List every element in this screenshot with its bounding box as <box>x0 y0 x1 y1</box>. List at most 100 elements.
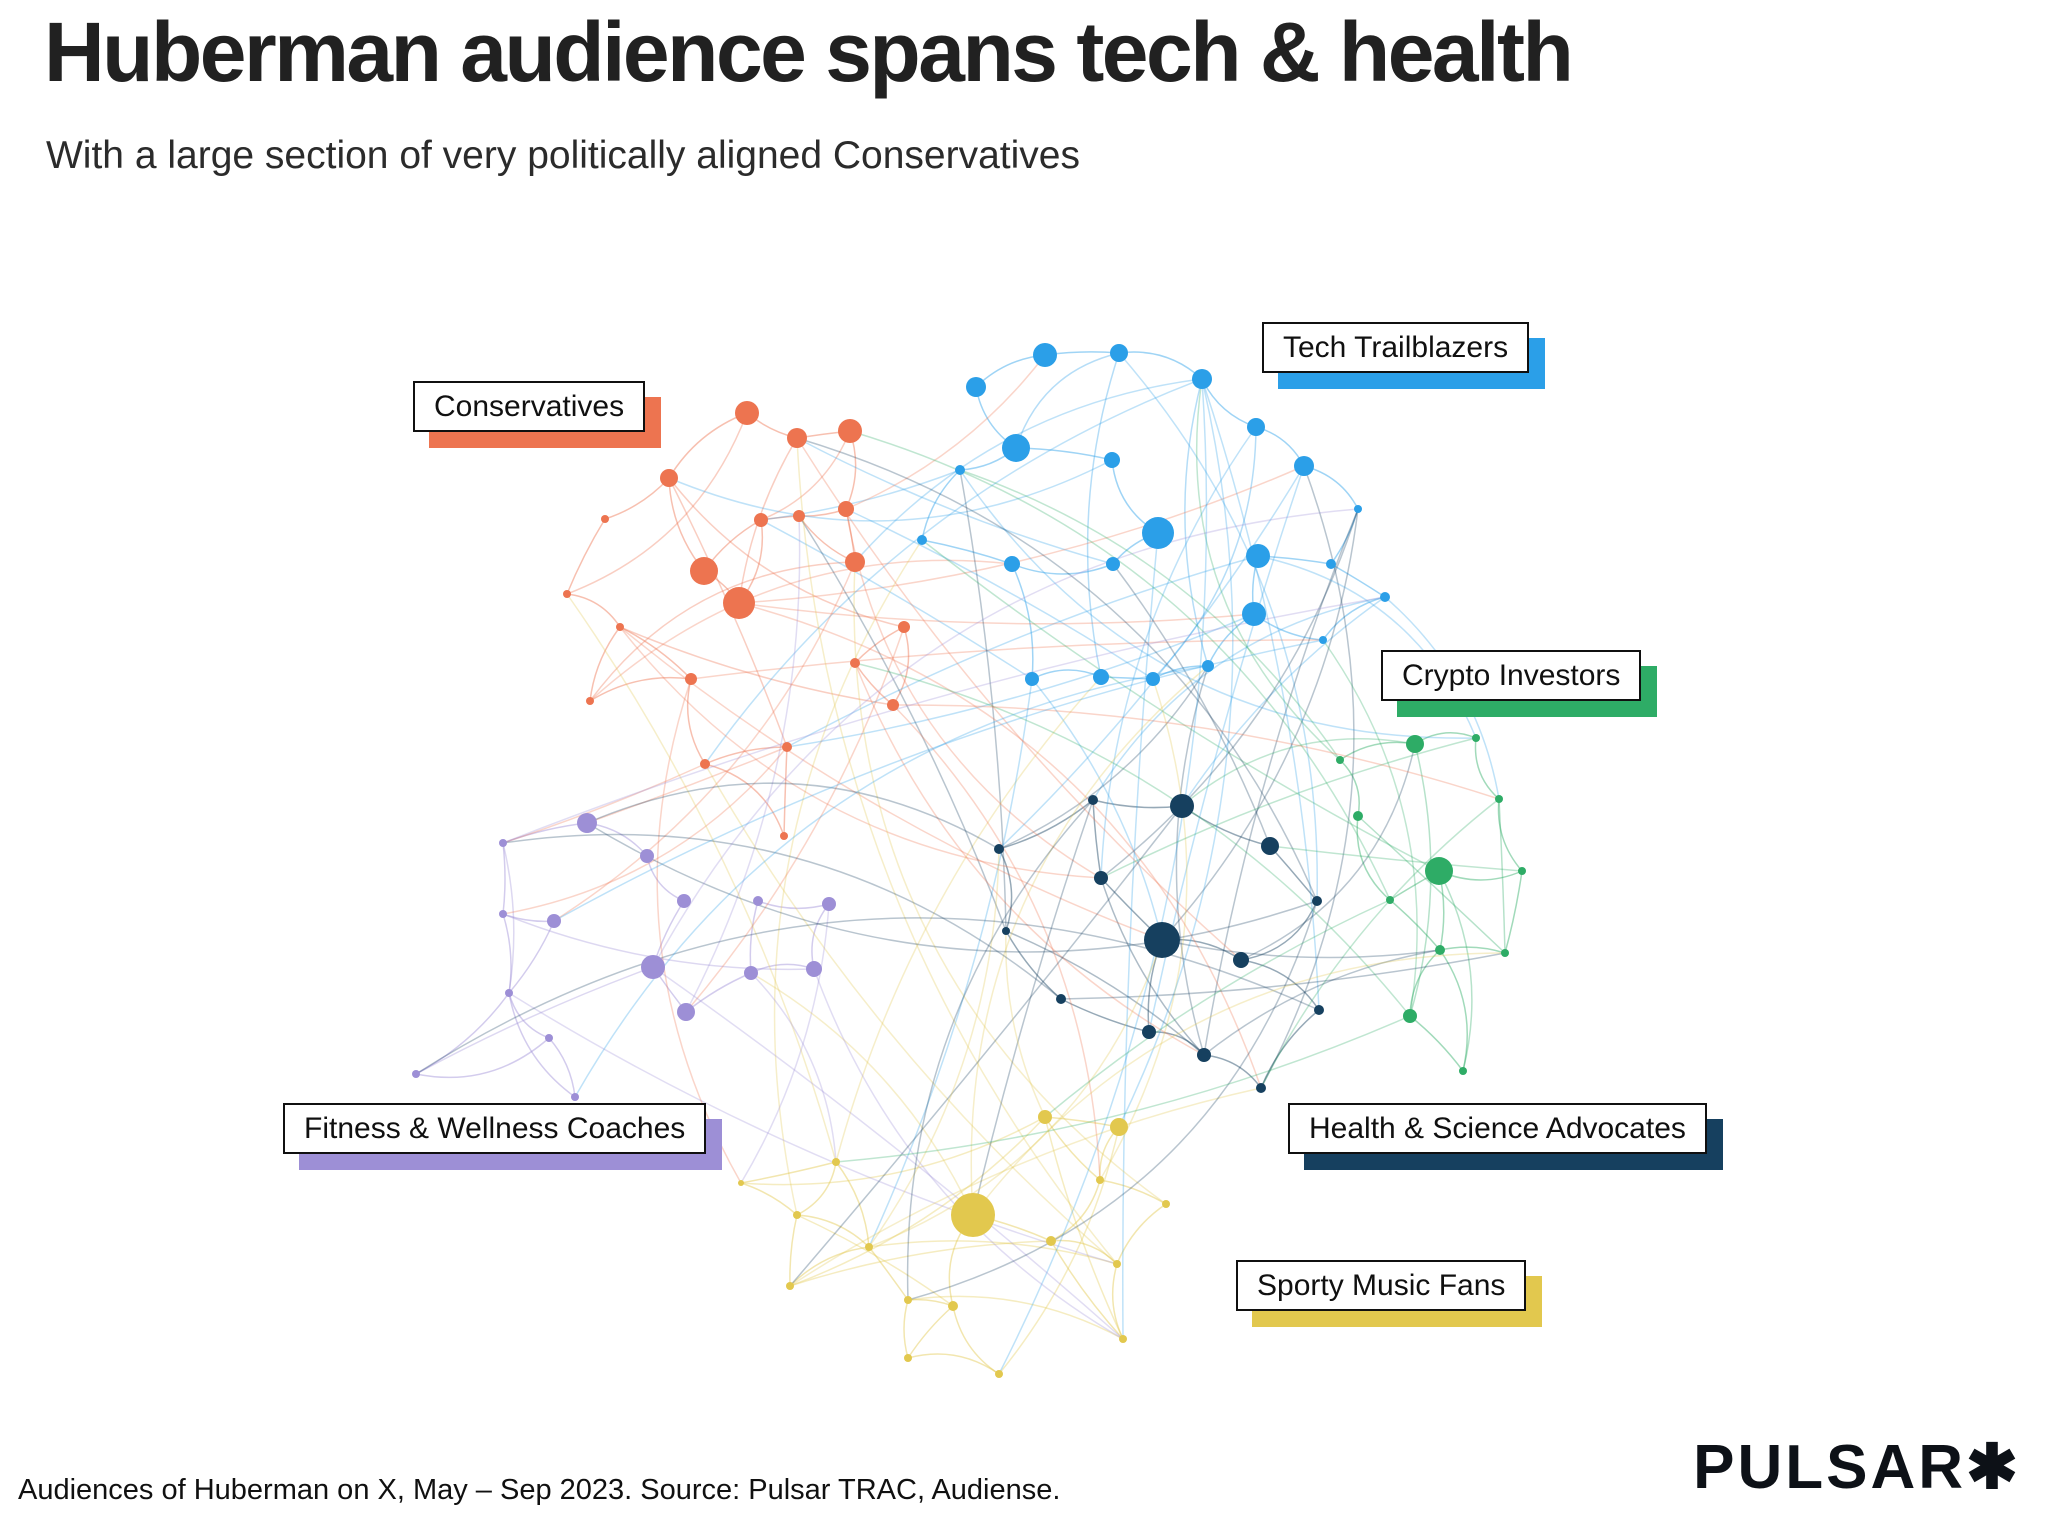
network-edge <box>1100 737 1477 879</box>
audience-node-fitness-wellness-coaches <box>640 849 654 863</box>
audience-node-fitness-wellness-coaches <box>641 955 665 979</box>
network-edge <box>619 626 1102 879</box>
audience-node-sporty-music-fans <box>1038 1110 1052 1124</box>
network-edge <box>1203 949 1441 1056</box>
network-edge <box>685 626 905 1013</box>
audience-node-conservatives <box>838 501 854 517</box>
audience-node-conservatives <box>787 428 807 448</box>
network-edge <box>1181 596 1386 807</box>
network-edge <box>783 746 788 837</box>
audience-node-health-science-advocates <box>1144 922 1180 958</box>
network-edge <box>750 972 974 1216</box>
network-edge <box>704 763 785 837</box>
network-edge <box>502 746 788 915</box>
audience-node-conservatives <box>616 623 624 631</box>
network-edge <box>849 430 1391 901</box>
audience-node-fitness-wellness-coaches <box>505 989 513 997</box>
network-edge <box>760 430 851 521</box>
network-edge <box>740 1182 798 1216</box>
network-edge <box>740 1116 1046 1186</box>
audience-node-tech-trailblazers <box>1246 544 1270 568</box>
audience-node-conservatives <box>601 515 609 523</box>
cluster-label-health-science-advocates: Health & Science Advocates <box>1288 1103 1707 1154</box>
network-edge <box>970 665 1209 1216</box>
network-edge <box>798 515 1007 932</box>
network-edge <box>668 412 748 479</box>
audience-node-sporty-music-fans <box>738 1180 744 1186</box>
network-edge <box>854 662 1205 1056</box>
network-edge <box>845 508 1102 879</box>
network-edge <box>1330 508 1359 565</box>
network-edge <box>796 437 1242 961</box>
network-edge <box>1112 1263 1124 1340</box>
network-edge <box>998 378 1208 1375</box>
audience-node-fitness-wellness-coaches <box>499 839 507 847</box>
network-edge <box>1184 378 1209 667</box>
network-edge <box>892 626 910 706</box>
audience-node-crypto-investors <box>1501 949 1509 957</box>
audience-node-tech-trailblazers <box>1033 343 1057 367</box>
audience-node-conservatives <box>782 742 792 752</box>
network-edge <box>892 704 1500 800</box>
audience-node-tech-trailblazers <box>1142 517 1174 549</box>
network-edge <box>1201 378 1320 1011</box>
page-title: Huberman audience spans tech & health <box>44 5 1574 99</box>
network-edge <box>1195 378 1341 761</box>
audience-node-sporty-music-fans <box>1162 1200 1170 1208</box>
network-edge <box>750 972 837 1163</box>
network-edge <box>868 848 1000 1248</box>
network-edge <box>1175 665 1209 1056</box>
network-edge <box>566 412 748 595</box>
audience-node-fitness-wellness-coaches <box>545 1034 553 1042</box>
network-edge <box>553 561 856 922</box>
network-edge <box>773 539 923 1216</box>
network-edge <box>1357 815 1506 954</box>
network-edge <box>589 559 1013 702</box>
network-edge <box>1116 1203 1167 1265</box>
network-edge <box>813 968 1124 1340</box>
network-edge <box>959 469 1341 761</box>
audience-node-crypto-investors <box>1425 857 1453 885</box>
audience-node-conservatives <box>898 621 910 633</box>
network-edge <box>586 822 1318 953</box>
network-edge <box>685 515 801 1013</box>
network-edge <box>740 903 830 1184</box>
source-note: Audiences of Huberman on X, May – Sep 20… <box>18 1474 1061 1506</box>
network-edge <box>1099 678 1188 1181</box>
audience-node-tech-trailblazers <box>1106 557 1120 571</box>
network-edge <box>1260 1009 1320 1089</box>
audience-node-sporty-music-fans <box>948 1301 958 1311</box>
network-edge <box>1389 899 1441 951</box>
network-edge <box>589 561 856 702</box>
audience-node-fitness-wellness-coaches <box>822 897 836 911</box>
network-edge <box>1112 563 1271 847</box>
network-edge <box>1092 596 1386 801</box>
network-edge <box>652 966 1124 1340</box>
network-edge <box>1005 930 1062 1000</box>
network-edge <box>959 469 1007 932</box>
audience-node-tech-trailblazers <box>1004 556 1020 572</box>
network-edge <box>796 437 1114 565</box>
network-edge <box>619 626 894 706</box>
network-edge <box>998 1126 1120 1375</box>
network-edge <box>1050 1240 1124 1340</box>
network-edge <box>738 602 1262 1089</box>
page-subtitle: With a large section of very politically… <box>46 134 1080 177</box>
network-edge <box>796 1214 954 1307</box>
network-edge <box>740 1161 837 1184</box>
audience-node-health-science-advocates <box>1312 896 1322 906</box>
network-edge <box>1438 870 1473 1072</box>
audience-node-health-science-advocates <box>1170 794 1194 818</box>
network-edge <box>921 469 961 541</box>
audience-node-sporty-music-fans <box>832 1158 840 1166</box>
network-edge <box>502 763 706 844</box>
audience-node-conservatives <box>845 552 865 572</box>
network-edge <box>1322 596 1386 641</box>
network-edge <box>1240 743 1416 961</box>
audience-node-sporty-music-fans <box>1046 1236 1056 1246</box>
audience-node-sporty-music-fans <box>865 1243 873 1251</box>
network-edge <box>906 799 1094 1301</box>
network-edge <box>760 469 961 521</box>
network-edge <box>1409 1015 1464 1072</box>
pulsar-logo-text: PULSAR <box>1693 1433 1967 1502</box>
